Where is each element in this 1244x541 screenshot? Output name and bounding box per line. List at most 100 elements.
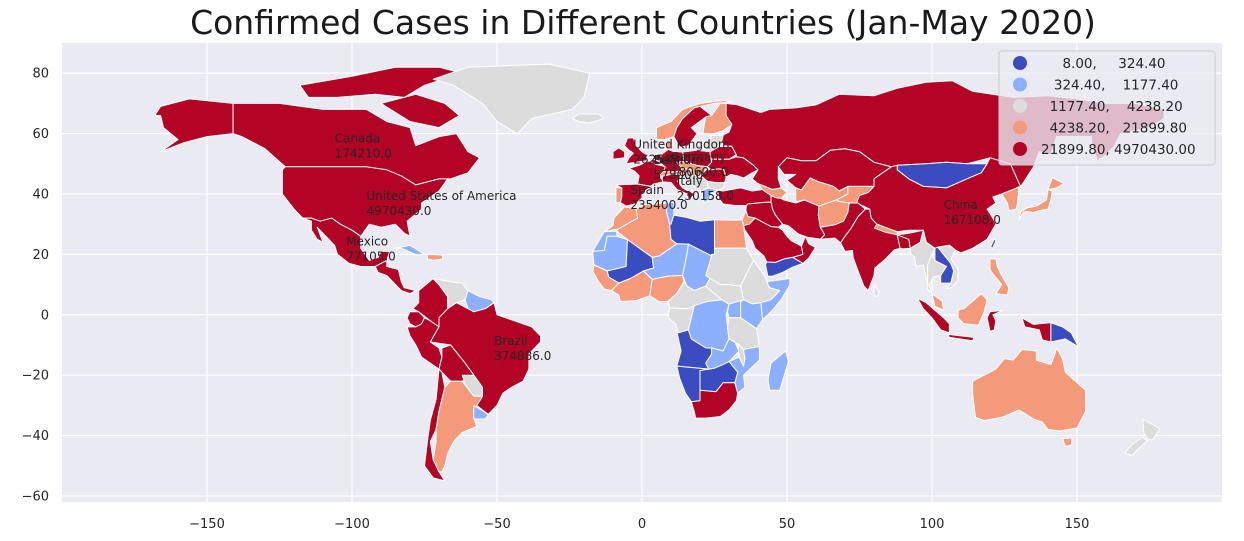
country-argentina: [432, 380, 483, 473]
country-new-zealand: [1142, 418, 1161, 441]
annotation-label: United States of America 4970430.0: [367, 189, 517, 218]
country-portugal: [615, 187, 623, 204]
country-papua-new-guinea: [1050, 322, 1079, 348]
country-china: [856, 157, 1021, 254]
annotation-country: Brazil: [494, 334, 527, 348]
country-taiwan: [990, 238, 997, 249]
country-korean-peninsula: [1001, 186, 1020, 212]
annotation-value: 180600.0: [671, 165, 728, 179]
annotation-country: Mexico: [346, 234, 388, 248]
annotation-value: 235400.0: [630, 198, 687, 212]
legend-marker: [1013, 99, 1027, 113]
annotation-value: 167108.0: [944, 213, 1001, 227]
country-java: [947, 333, 975, 342]
country-tasmania: [1062, 437, 1073, 447]
country-yemen: [765, 256, 804, 277]
chart-title: Confirmed Cases in Different Countries (…: [190, 3, 1096, 42]
country-malaysia-peninsula: [931, 293, 945, 311]
axis-ticks: −150 −100 −50 0 50 100 150 −60 −40 −20 0 20 40 60 80: [22, 67, 1090, 532]
country-west-africa-coast: [611, 270, 653, 302]
legend-marker: [1013, 142, 1027, 156]
annotation-value: 230158.0: [677, 189, 734, 203]
annotation-label: Mexico 77105.0: [346, 234, 396, 263]
y-tick-label: −60: [22, 489, 49, 504]
legend-label: 1177.40, 4238.20: [1041, 99, 1183, 115]
country-egypt: [714, 219, 747, 249]
country-cuba: [395, 244, 425, 255]
country-ireland: [612, 147, 626, 160]
annotation-value: 262547.0: [633, 153, 690, 167]
country-japan: [1018, 189, 1053, 221]
country-baffin-island: [380, 93, 460, 129]
x-tick-label: −150: [189, 517, 225, 532]
annotation-label: United Kingdom 262547.0: [633, 138, 729, 167]
annotation-value: 57800.0: [654, 168, 704, 182]
annotation-label: Italy 230158.0: [677, 174, 734, 203]
country-hokkaido: [1047, 177, 1065, 190]
annotation-country: Spain: [630, 183, 664, 197]
country-shapes: [154, 63, 1165, 482]
annotation-label: Brazil 374886.0: [494, 334, 551, 363]
country-sumatra: [917, 297, 950, 334]
country-hispaniola: [426, 253, 444, 261]
annotation-label: Belgium 57800.0: [654, 153, 704, 182]
annotation-label: China 167108.0: [944, 198, 1001, 227]
legend-marker: [1013, 77, 1027, 92]
annotation-country: China: [944, 198, 978, 212]
country-sri-lanka: [873, 284, 880, 298]
country-central-america: [374, 259, 417, 295]
annotation-value: 77105.0: [346, 249, 396, 263]
legend-marker: [1013, 120, 1027, 135]
country-bangladesh: [896, 234, 911, 250]
legend-items: 8.00, 324.40 324.40, 1177.40 1177.40, 42…: [1013, 56, 1196, 158]
annotation-value: 174210.0: [335, 147, 392, 161]
annotation-country: Belgium: [654, 153, 703, 167]
country-arctic-islands: [299, 66, 463, 98]
y-tick-label: −40: [22, 429, 49, 444]
annotation-value: 374886.0: [494, 349, 551, 363]
country-uganda: [727, 299, 744, 319]
legend-label: 8.00, 324.40: [1041, 56, 1166, 72]
country-greece: [701, 187, 718, 204]
country-peru: [406, 317, 443, 370]
y-tick-label: 20: [32, 248, 49, 263]
annotation-value: 4970430.0: [367, 204, 432, 218]
country-borneo: [957, 293, 988, 326]
country-uruguay: [473, 404, 489, 420]
annotation-country: United States of America: [367, 189, 517, 203]
y-tick-label: 60: [32, 127, 49, 142]
x-tick-label: 50: [779, 517, 796, 532]
annotation-label: Spain 235400.0: [630, 183, 687, 212]
country-alaska: [154, 98, 234, 153]
country-new-zealand-south: [1124, 436, 1148, 456]
x-tick-label: 100: [920, 517, 945, 532]
country-new-guinea-west: [1021, 317, 1052, 343]
legend-label: 21899.80, 4970430.00: [1041, 142, 1196, 158]
x-tick-label: −50: [483, 517, 510, 532]
country-annotations: Canada 174210.0 United States of America 49…: [335, 132, 1001, 363]
country-canada: [232, 102, 481, 186]
country-oman-uae: [792, 235, 816, 264]
country-united-kingdom: [624, 137, 648, 165]
legend-label: 4238.20, 21899.80: [1041, 121, 1187, 137]
x-tick-label: 150: [1065, 517, 1090, 532]
country-australia: [972, 347, 1087, 432]
x-tick-label: 0: [638, 517, 646, 532]
country-sulawesi: [986, 309, 1004, 332]
annotation-country: United Kingdom: [633, 138, 729, 152]
legend: 8.00, 324.40 324.40, 1177.40 1177.40, 42…: [998, 50, 1216, 166]
annotation-country: Canada: [335, 132, 381, 146]
legend-label: 324.40, 1177.40: [1041, 78, 1178, 94]
legend-marker: [1013, 56, 1027, 70]
x-tick-label: −100: [334, 517, 370, 532]
y-tick-label: 0: [41, 308, 49, 323]
annotation-label: Germany 180600.0: [671, 150, 728, 179]
country-madagascar: [767, 350, 789, 391]
y-tick-label: −20: [22, 369, 49, 384]
country-south-africa: [690, 382, 739, 419]
country-philippines: [989, 258, 1010, 296]
country-iceland: [571, 113, 605, 124]
country-italy: [661, 173, 697, 201]
